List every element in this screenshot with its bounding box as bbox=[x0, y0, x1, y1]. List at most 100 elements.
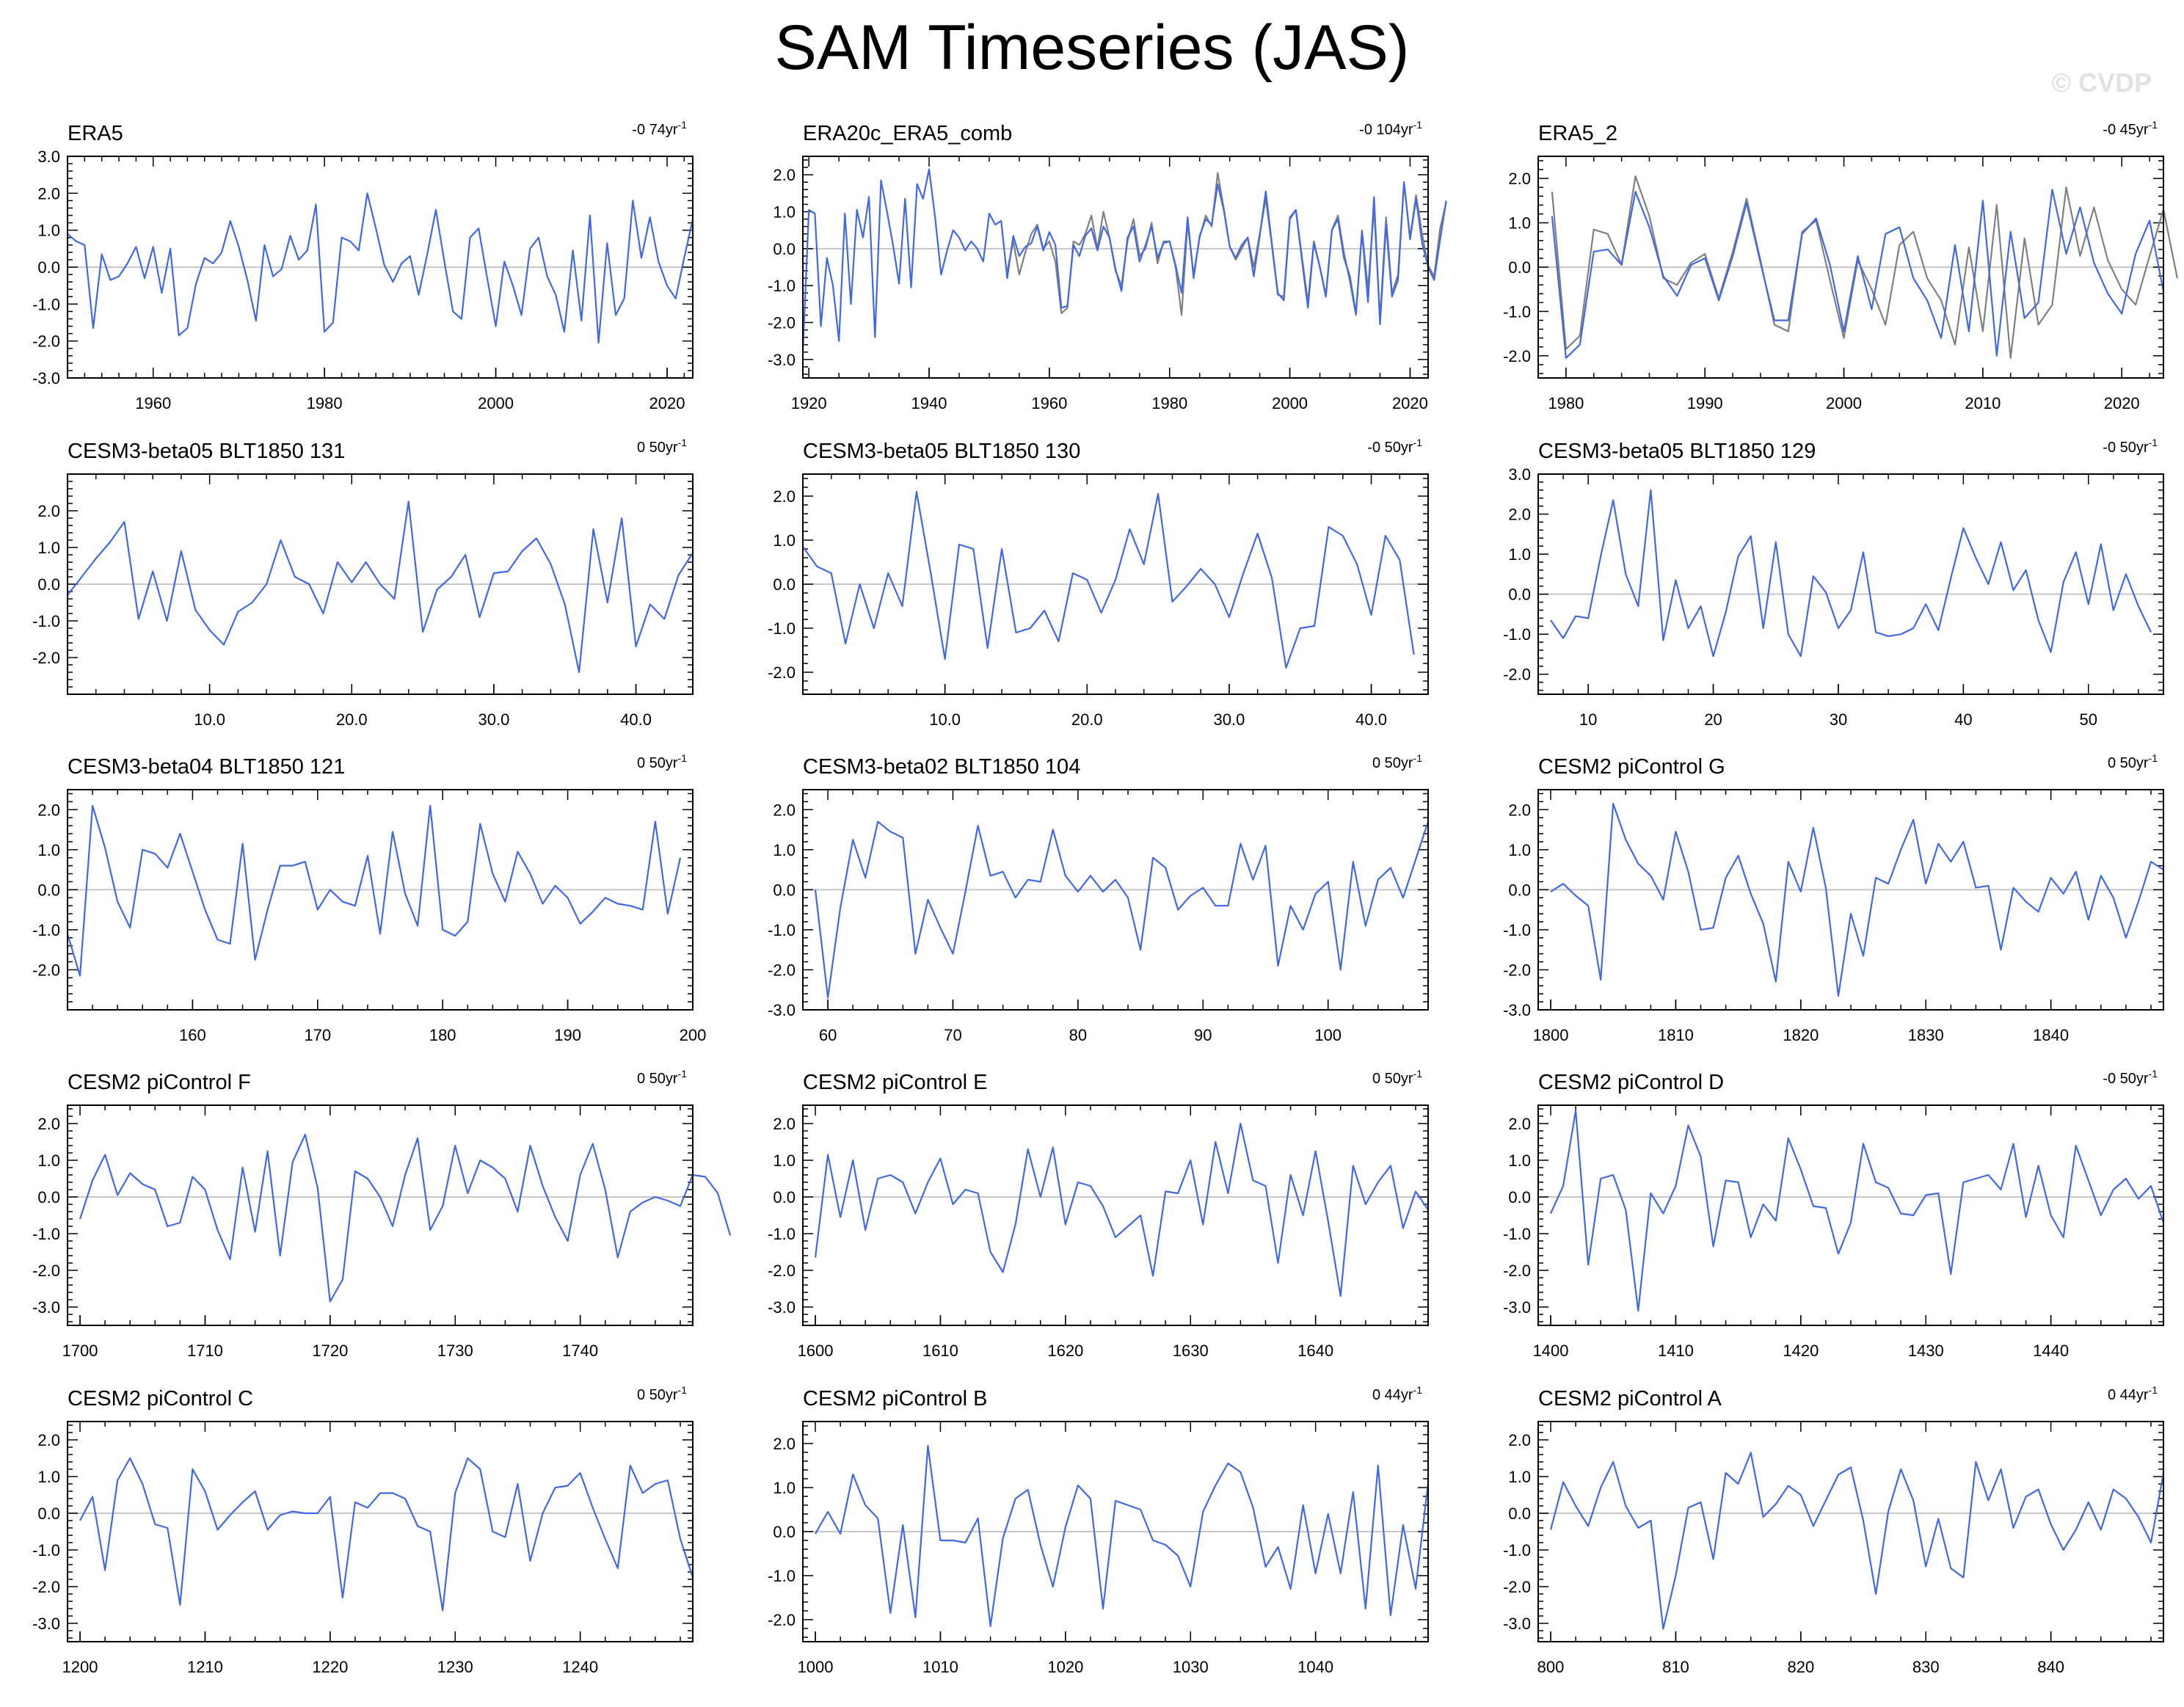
y-tick-label: 2.0 bbox=[773, 801, 796, 819]
y-tick-label: 2.0 bbox=[37, 1431, 60, 1449]
x-tick-label: 20.0 bbox=[336, 710, 368, 729]
y-tick-label: -3.0 bbox=[768, 351, 796, 369]
plot-frame bbox=[1537, 156, 2164, 379]
x-tick-label: 1610 bbox=[922, 1342, 958, 1360]
y-tick-label: -2.0 bbox=[768, 663, 796, 682]
y-tick-label: 1.0 bbox=[37, 222, 60, 240]
x-tick-label: 1940 bbox=[911, 394, 947, 412]
y-tick-label: -2.0 bbox=[1503, 347, 1531, 365]
x-tick-label: 1230 bbox=[437, 1658, 473, 1676]
x-tick-label: 10 bbox=[1579, 710, 1597, 729]
y-tick-label: -1.0 bbox=[1503, 625, 1531, 644]
y-tick-label: 1.0 bbox=[1508, 1151, 1531, 1170]
x-tick-label: 40 bbox=[1954, 710, 1972, 729]
y-tick-label: -2.0 bbox=[32, 1262, 60, 1280]
series-line-primary bbox=[66, 804, 682, 977]
main-title: SAM Timeseries (JAS) bbox=[774, 12, 1410, 83]
trend-unit-superscript: -1 bbox=[2149, 437, 2158, 448]
plot-frame bbox=[67, 1104, 694, 1326]
x-tick-label: 2000 bbox=[1826, 394, 1862, 412]
x-tick-label: 1980 bbox=[307, 394, 343, 412]
x-tick-label: 30.0 bbox=[478, 710, 509, 729]
x-tick-label: 30 bbox=[1830, 710, 1847, 729]
plot-frame bbox=[802, 1421, 1429, 1642]
y-tick-label: 0.0 bbox=[37, 1188, 60, 1206]
y-tick-label: 1.0 bbox=[1508, 1468, 1531, 1486]
y-tick-label: 3.0 bbox=[37, 148, 60, 166]
y-tick-label: -2.0 bbox=[32, 649, 60, 667]
trend-unit-superscript: -1 bbox=[678, 119, 688, 131]
y-tick-label: 0.0 bbox=[1508, 1188, 1531, 1206]
panel-title: CESM3-beta04 BLT1850 121 bbox=[68, 755, 345, 779]
trend-unit-superscript: -1 bbox=[2149, 119, 2158, 131]
trend-unit-superscript: -1 bbox=[678, 1384, 688, 1396]
y-tick-label: 1.0 bbox=[773, 203, 796, 222]
x-tick-label: 50 bbox=[2080, 710, 2097, 729]
plot-frame bbox=[802, 473, 1429, 695]
x-tick-label: 1720 bbox=[312, 1342, 348, 1360]
plot-frame bbox=[67, 473, 694, 695]
trend-unit-superscript: -1 bbox=[678, 752, 688, 764]
trend-unit-superscript: -1 bbox=[1413, 752, 1423, 764]
series-line-primary bbox=[1549, 1110, 2165, 1312]
x-tick-label: 1220 bbox=[312, 1658, 348, 1676]
x-tick-label: 60 bbox=[819, 1026, 837, 1044]
series-line-primary bbox=[802, 490, 1415, 669]
y-tick-label: -1.0 bbox=[32, 1225, 60, 1243]
panel-6: CESM3-beta05 BLT1850 129 -0 50yr-1 3.0 2.0 1… bbox=[1503, 437, 2164, 729]
y-tick-label: 2.0 bbox=[773, 1435, 796, 1453]
y-tick-label: 0.0 bbox=[37, 881, 60, 899]
y-tick-label: 1.0 bbox=[773, 531, 796, 550]
plot-frame bbox=[802, 156, 1429, 379]
x-tick-label: 1810 bbox=[1658, 1026, 1694, 1044]
y-tick-label: -2.0 bbox=[768, 1262, 796, 1280]
panel-2: ERA20c_ERA5_comb -0 104yr-1 2.0 1.0 0.0 -1.0 -… bbox=[768, 119, 1447, 412]
panel-7: CESM3-beta04 BLT1850 121 0 50yr-1 2.0 1.0 0.… bbox=[32, 752, 706, 1044]
series-line-primary bbox=[814, 1122, 1429, 1297]
y-tick-label: 2.0 bbox=[37, 502, 60, 520]
panel-title: CESM3-beta05 BLT1850 129 bbox=[1538, 440, 1816, 463]
y-tick-label: -2.0 bbox=[32, 1578, 60, 1596]
x-tick-label: 10.0 bbox=[929, 710, 961, 729]
y-tick-label: 1.0 bbox=[1508, 545, 1531, 564]
x-tick-label: 2000 bbox=[1272, 394, 1308, 412]
y-tick-label: 2.0 bbox=[1508, 801, 1531, 819]
x-tick-label: 2000 bbox=[478, 394, 514, 412]
plot-frame bbox=[802, 789, 1429, 1011]
panel-title: CESM3-beta05 BLT1850 130 bbox=[803, 440, 1080, 463]
y-tick-label: 1.0 bbox=[773, 841, 796, 859]
y-tick-label: -3.0 bbox=[768, 1298, 796, 1317]
x-tick-label: 1830 bbox=[1908, 1026, 1944, 1044]
x-tick-label: 20 bbox=[1704, 710, 1722, 729]
y-tick-label: 0.0 bbox=[773, 881, 796, 899]
x-tick-label: 1710 bbox=[187, 1342, 223, 1360]
x-tick-label: 80 bbox=[1069, 1026, 1087, 1044]
watermark: © CVDP bbox=[2051, 68, 2152, 98]
x-tick-label: 180 bbox=[429, 1026, 456, 1044]
y-tick-label: -1.0 bbox=[1503, 921, 1531, 939]
x-tick-label: 1000 bbox=[798, 1658, 834, 1676]
x-tick-label: 840 bbox=[2037, 1658, 2064, 1676]
y-tick-label: -1.0 bbox=[32, 921, 60, 939]
series-line-primary bbox=[1550, 803, 2164, 997]
y-tick-label: -1.0 bbox=[32, 1541, 60, 1559]
y-tick-label: 1.0 bbox=[1508, 214, 1531, 233]
panel-title: CESM2 piControl D bbox=[1538, 1071, 1724, 1094]
x-tick-label: 2020 bbox=[2104, 394, 2140, 412]
plot-frame bbox=[1537, 1421, 2164, 1642]
y-tick-label: -2.0 bbox=[768, 961, 796, 979]
x-tick-label: 1740 bbox=[562, 1342, 598, 1360]
panel-title: ERA5 bbox=[68, 122, 123, 145]
panel-title: CESM2 piControl E bbox=[803, 1071, 987, 1094]
x-tick-label: 820 bbox=[1787, 1658, 1814, 1676]
x-tick-label: 1030 bbox=[1173, 1658, 1209, 1676]
y-tick-label: 1.0 bbox=[773, 1479, 796, 1497]
x-tick-label: 1800 bbox=[1533, 1026, 1569, 1044]
x-tick-label: 1990 bbox=[1687, 394, 1723, 412]
y-tick-label: -3.0 bbox=[32, 369, 60, 387]
y-tick-label: -1.0 bbox=[32, 612, 60, 630]
panel-13: CESM2 piControl C 0 50yr-1 2.0 1.0 0.0 -1.0 -2… bbox=[32, 1384, 694, 1676]
y-tick-label: -3.0 bbox=[32, 1298, 60, 1317]
y-tick-label: -1.0 bbox=[1503, 1225, 1531, 1243]
plot-frame bbox=[1537, 1104, 2164, 1326]
